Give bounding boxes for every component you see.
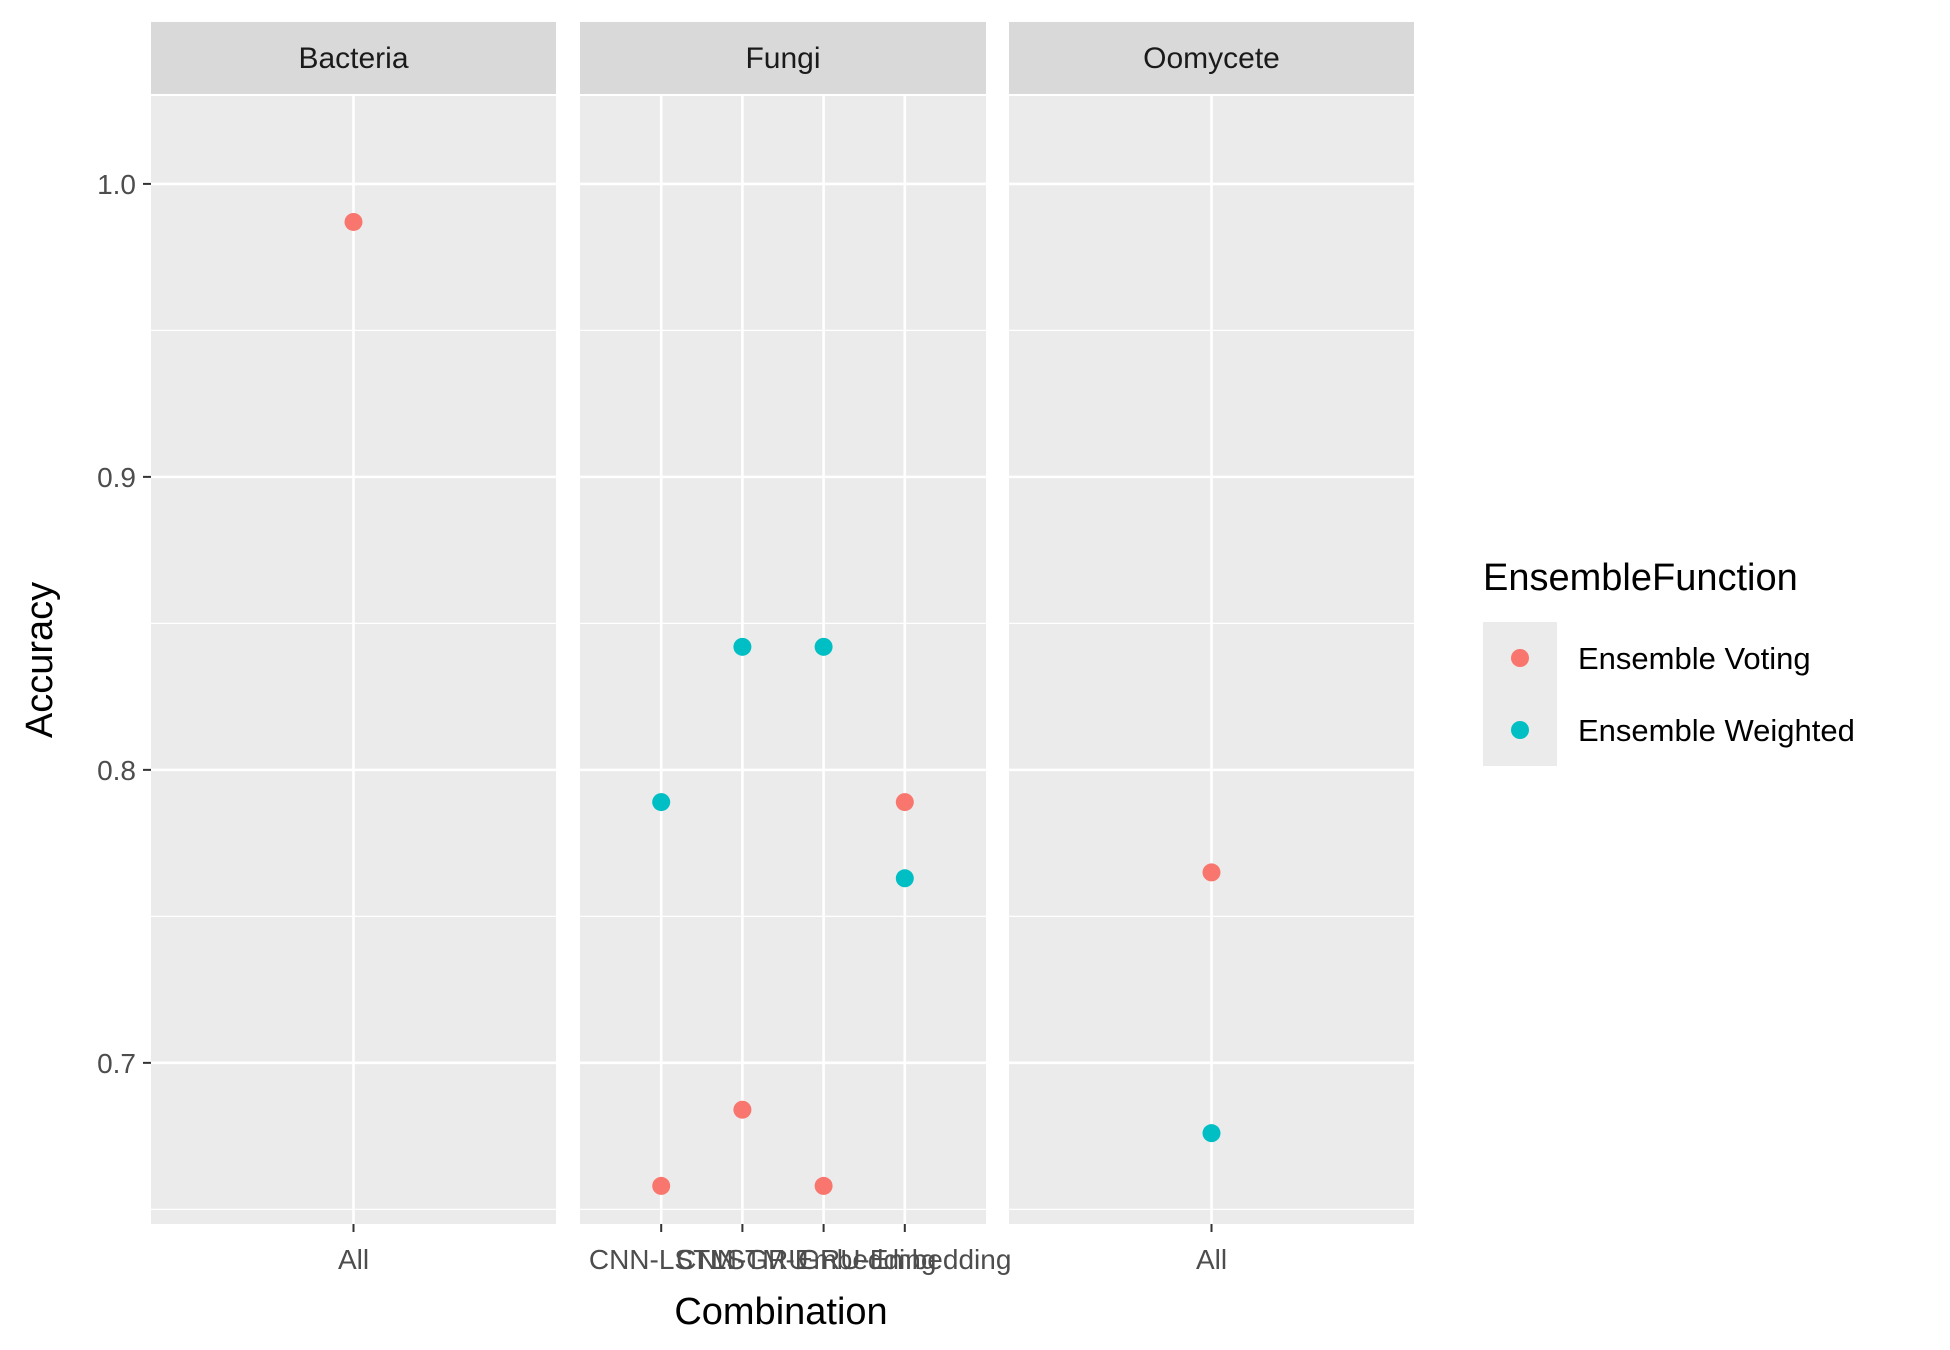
- legend-title: EnsembleFunction: [1483, 557, 1798, 599]
- facet-strip: [580, 22, 986, 94]
- panel-fungi: Fungi CNN-LSTMCNN-GRULSTM-EmbeddingGRU-Em…: [580, 22, 1011, 1275]
- data-point: [1202, 863, 1221, 882]
- facet-label: Fungi: [745, 42, 820, 75]
- facet-strip: [1009, 22, 1414, 94]
- data-point: [733, 637, 752, 656]
- y-tick-label: 0.7: [97, 1048, 136, 1079]
- data-point: [1202, 1124, 1221, 1143]
- data-point: [652, 1176, 671, 1195]
- y-tick-label: 0.9: [97, 462, 136, 493]
- panels-layer: Bacteria All Fungi CNN-LSTMCNN-GRULSTM-Embe…: [151, 22, 1414, 1275]
- x-axis-title: Combination: [674, 1291, 887, 1333]
- facet-label: Bacteria: [298, 42, 408, 75]
- x-tick-label: LSTM-Embedding: [711, 1244, 937, 1275]
- data-point: [814, 1176, 833, 1195]
- legend-label: Ensemble Voting: [1578, 641, 1811, 676]
- data-point: [895, 869, 914, 888]
- x-tick-label: All: [1196, 1244, 1227, 1275]
- x-tick-label: All: [338, 1244, 369, 1275]
- data-point: [814, 637, 833, 656]
- legend-key: [1511, 721, 1529, 739]
- panel-bacteria: Bacteria All: [151, 22, 556, 1275]
- legend-items: Ensemble Voting Ensemble Weighted: [1511, 641, 1855, 748]
- x-tick-label: CNN-LSTM: [589, 1244, 734, 1275]
- data-point: [733, 1100, 752, 1119]
- legend-label: Ensemble Weighted: [1578, 713, 1855, 748]
- data-point: [344, 212, 363, 231]
- x-tick-label: GRU-Embedding: [798, 1244, 1011, 1275]
- y-axis: 0.7 0.8 0.9 1.0: [97, 169, 151, 1079]
- panel-background: [580, 96, 986, 1224]
- legend-key: [1511, 649, 1529, 667]
- y-tick-label: 0.8: [97, 755, 136, 786]
- legend: EnsembleFunction Ensemble VotingEnsemble…: [1483, 557, 1855, 766]
- facet-strip: [151, 22, 556, 94]
- y-axis-title: Accuracy: [19, 582, 61, 738]
- x-tick-label: CNN-GRU: [676, 1244, 808, 1275]
- panel-oomycete: Oomycete All: [1009, 22, 1414, 1275]
- legend-key-background: [1483, 622, 1557, 766]
- data-point: [895, 793, 914, 812]
- facet-label: Oomycete: [1143, 42, 1280, 75]
- data-point: [652, 793, 671, 812]
- y-tick-label: 1.0: [97, 169, 136, 200]
